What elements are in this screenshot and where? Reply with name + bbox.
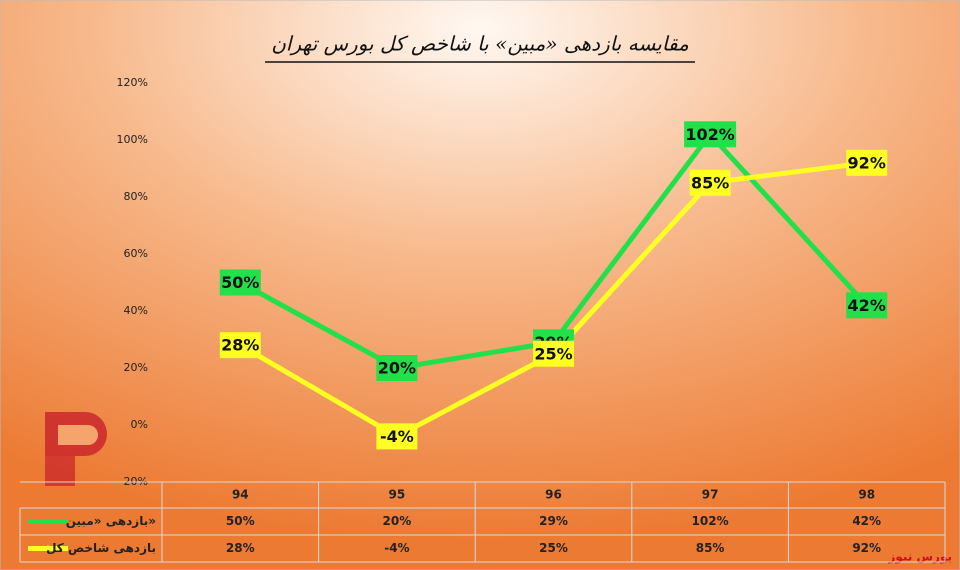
- data-label: 25%: [534, 344, 572, 363]
- table-cell: 42%: [852, 514, 881, 528]
- data-label-box: [533, 340, 574, 367]
- y-tick-label: 0%: [131, 418, 148, 431]
- data-label-box: [219, 332, 261, 359]
- table-cell: 29%: [539, 514, 568, 528]
- y-tick-label: 120%: [117, 76, 148, 89]
- legend-label: بازدهی شاخص کل: [46, 541, 156, 555]
- y-tick-label: 80%: [124, 190, 148, 203]
- y-tick-label: 20%: [124, 361, 148, 374]
- x-tick-label: 97: [702, 488, 719, 502]
- data-label: 92%: [848, 153, 886, 172]
- chart-title: مقایسه بازدهی «مبین» با شاخص کل بورس تهر…: [271, 32, 689, 56]
- data-label-box: [376, 423, 418, 450]
- table-cell: -4%: [384, 541, 409, 555]
- data-label-box: [846, 292, 888, 319]
- y-tick-label: 40%: [124, 304, 148, 317]
- table-cell: 28%: [226, 541, 255, 555]
- data-label: -4%: [380, 427, 414, 446]
- x-tick-label: 95: [389, 488, 406, 502]
- x-tick-label: 96: [545, 488, 562, 502]
- table-cell: 25%: [539, 541, 568, 555]
- data-label: 20%: [378, 359, 416, 378]
- table-cell: 50%: [226, 514, 255, 528]
- data-label-box: [684, 121, 737, 148]
- x-tick-label: 94: [232, 488, 249, 502]
- table-cell: 102%: [692, 514, 729, 528]
- logo: [45, 412, 107, 486]
- data-label: 28%: [221, 336, 259, 355]
- watermark: بورس نیوز: [887, 550, 952, 565]
- data-label-box: [689, 169, 731, 196]
- y-tick-label: 100%: [117, 133, 148, 146]
- y-tick-label: 60%: [124, 247, 148, 260]
- data-label-box: [846, 149, 888, 176]
- legend-marker: [45, 518, 51, 525]
- x-tick-label: 98: [858, 488, 875, 502]
- table-cell: 85%: [696, 541, 725, 555]
- data-label: 50%: [221, 273, 259, 292]
- data-label: 42%: [848, 296, 886, 315]
- data-label-box: [376, 355, 418, 381]
- data-label: 102%: [685, 125, 734, 144]
- data-label-box: [219, 269, 261, 296]
- data-label: 85%: [691, 173, 729, 192]
- table-cell: 20%: [383, 514, 412, 528]
- legend-marker: [45, 545, 51, 552]
- table-cell: 92%: [852, 541, 881, 555]
- legend-label: بازدهی «مبین»: [66, 514, 156, 528]
